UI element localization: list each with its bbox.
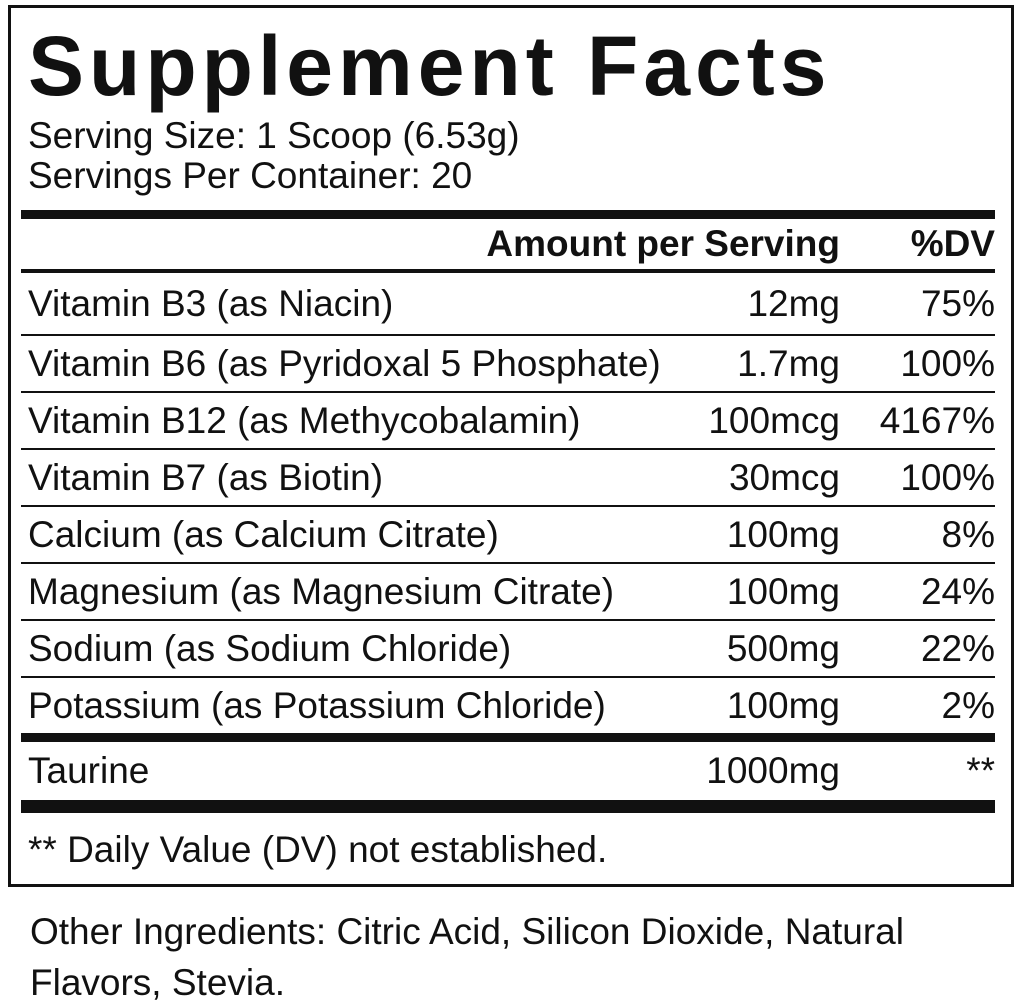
nutrient-dv: 24% — [920, 570, 995, 612]
nutrient-amount: 100mg — [726, 684, 840, 726]
nutrient-name: Vitamin B12 (as Methycobalamin) — [28, 399, 581, 441]
table-row: Vitamin B12 (as Methycobalamin) 100mcg 4… — [21, 393, 995, 450]
supplement-facts-panel: Supplement Facts Serving Size: 1 Scoop (… — [8, 5, 1014, 887]
nutrient-dv: 100% — [900, 456, 995, 498]
nutrient-amount: 100mg — [726, 570, 840, 612]
nutrient-dv: 22% — [920, 627, 995, 669]
other-ingredients-text: Other Ingredients: Citric Acid, Silicon … — [30, 911, 904, 1003]
divider-thick-top — [21, 210, 995, 219]
nutrient-dv: ** — [966, 750, 995, 791]
nutrient-amount: 1.7mg — [737, 342, 840, 384]
table-row: Vitamin B3 (as Niacin) 12mg 75% — [21, 273, 995, 336]
table-header-row: Amount per Serving %DV — [21, 219, 995, 273]
nutrient-dv: 2% — [941, 684, 995, 726]
nutrient-name: Sodium (as Sodium Chloride) — [28, 627, 512, 669]
nutrient-name: Potassium (as Potassium Chloride) — [28, 684, 606, 726]
nutrient-dv: 100% — [900, 342, 995, 384]
servings-per-container-text: Servings Per Container: 20 — [28, 155, 473, 196]
nutrient-name: Calcium (as Calcium Citrate) — [28, 513, 499, 555]
table-row: Magnesium (as Magnesium Citrate) 100mg 2… — [21, 564, 995, 621]
nutrient-amount: 500mg — [726, 627, 840, 669]
nutrient-dv: 75% — [920, 282, 995, 324]
nutrient-name: Vitamin B7 (as Biotin) — [28, 456, 384, 498]
nutrient-amount: 1000mg — [706, 750, 840, 791]
table-row: Calcium (as Calcium Citrate) 100mg 8% — [21, 507, 995, 564]
column-header-amount: Amount per Serving — [486, 223, 840, 264]
table-row: Potassium (as Potassium Chloride) 100mg … — [21, 678, 995, 735]
table-row: Vitamin B6 (as Pyridoxal 5 Phosphate) 1.… — [21, 336, 995, 393]
page-title: Supplement Facts — [28, 19, 832, 113]
nutrient-name: Vitamin B6 (as Pyridoxal 5 Phosphate) — [28, 342, 661, 384]
nutrient-name: Magnesium (as Magnesium Citrate) — [28, 570, 615, 612]
daily-value-footnote: ** Daily Value (DV) not established. — [28, 829, 608, 870]
nutrient-rows: Vitamin B3 (as Niacin) 12mg 75% Vitamin … — [21, 273, 995, 735]
nutrient-amount: 12mg — [747, 282, 840, 324]
serving-size-text: Serving Size: 1 Scoop (6.53g) — [28, 115, 520, 156]
divider-heavy-bottom — [21, 800, 995, 813]
table-row: Vitamin B7 (as Biotin) 30mcg 100% — [21, 450, 995, 507]
column-header-dv: %DV — [910, 223, 995, 264]
nutrient-dv: 4167% — [879, 399, 995, 441]
table-row: Sodium (as Sodium Chloride) 500mg 22% — [21, 621, 995, 678]
divider-thick-above-taurine — [21, 735, 995, 742]
nutrient-amount: 30mcg — [728, 456, 840, 498]
nutrient-name: Vitamin B3 (as Niacin) — [28, 282, 394, 324]
panel-inner: Supplement Facts Serving Size: 1 Scoop (… — [21, 20, 995, 871]
table-row-taurine: Taurine 1000mg ** — [21, 742, 995, 800]
nutrient-amount: 100mcg — [708, 399, 840, 441]
nutrient-amount: 100mg — [726, 513, 840, 555]
nutrient-dv: 8% — [941, 513, 995, 555]
nutrient-name: Taurine — [28, 750, 150, 791]
